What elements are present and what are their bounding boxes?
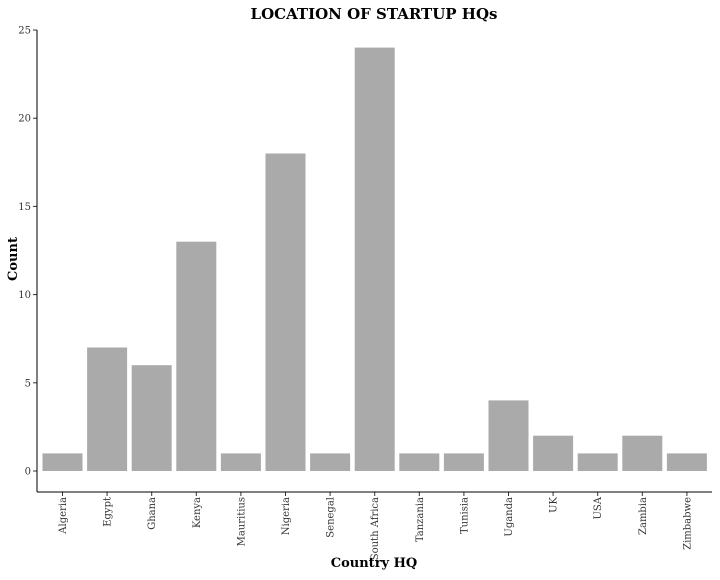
x-tick-label-mauritius: Mauritius [236,497,247,546]
bar-zambia [622,435,663,471]
y-tick-label-10: 10 [18,290,31,301]
y-axis-ticks: 0 5 10 15 20 25 [18,26,37,478]
chart-title: LOCATION OF STARTUP HQs [251,5,498,23]
x-tick-label-algeria: Algeria [58,497,69,535]
x-axis-ticks: Algeria Egypt Ghana Kenya Mauritius Nigeria Se… [58,492,693,560]
x-tick-label-zimbabwe: Zimbabwe [682,497,693,550]
bar-kenya [176,241,217,471]
bar-south-africa [354,47,395,471]
bar-tanzania [399,453,440,471]
y-tick-label-15: 15 [18,202,31,213]
bar-usa [577,453,618,471]
bar-mauritius [220,453,261,471]
x-axis-title: Country HQ [331,556,417,571]
bar-tunisia [443,453,484,471]
y-tick-label-20: 20 [18,114,31,125]
x-tick-label-uk: UK [549,496,560,512]
y-axis-title: Count [6,237,21,281]
bar-ghana [131,365,172,471]
x-tick-label-south-africa: South Africa [370,497,381,560]
x-tick-label-kenya: Kenya [192,497,203,528]
x-tick-label-tanzania: Tanzania [415,497,426,542]
x-tick-label-zambia: Zambia [638,497,649,535]
x-tick-label-ghana: Ghana [147,497,158,530]
y-tick-label-25: 25 [18,26,31,37]
y-tick-label-5: 5 [25,378,31,389]
x-tick-label-uganda: Uganda [504,497,515,537]
bar-algeria [42,453,83,471]
bars-group [42,47,707,471]
y-tick-label-0: 0 [25,467,31,478]
x-tick-label-senegal: Senegal [326,497,337,538]
x-tick-label-egypt: Egypt [103,497,114,527]
bar-senegal [310,453,351,471]
x-tick-label-tunisia: Tunisia [459,497,470,534]
bar-egypt [87,347,128,471]
bar-zimbabwe [666,453,707,471]
x-tick-label-usa: USA [593,496,604,519]
bar-nigeria [265,153,306,471]
bar-uk [533,435,574,471]
bar-uganda [488,400,529,471]
x-tick-label-nigeria: Nigeria [281,497,292,535]
